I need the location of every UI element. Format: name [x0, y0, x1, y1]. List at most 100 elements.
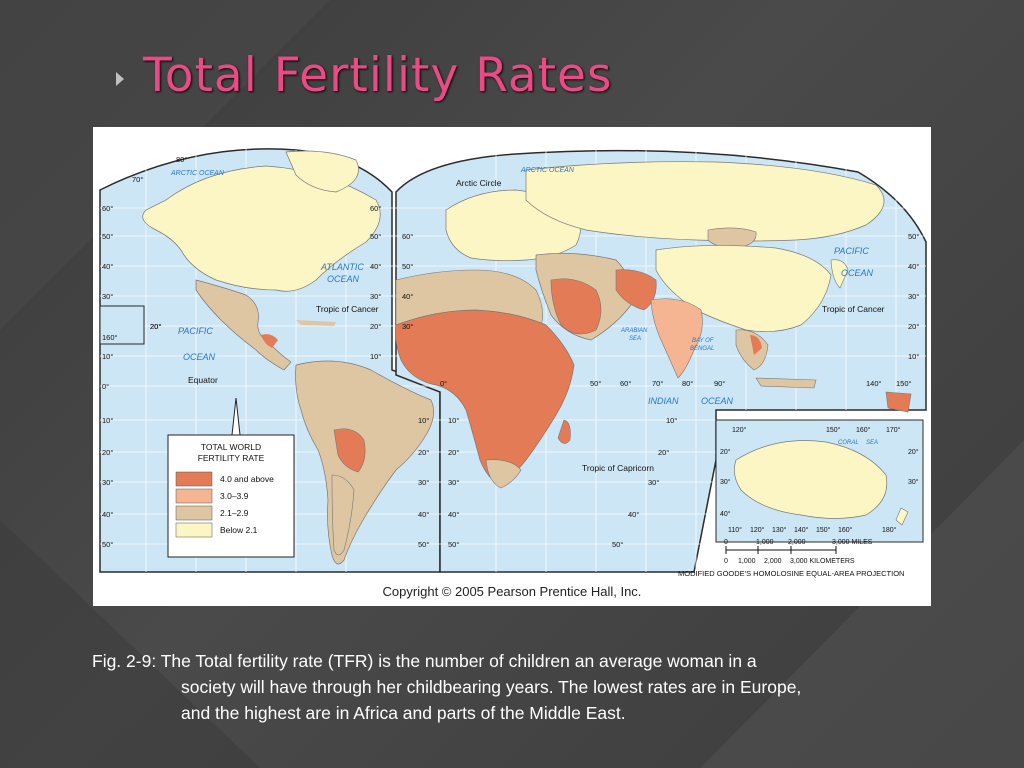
equator-longitude-labels: 0° 50° 60° 70° 80° 90° 140° 150°: [440, 379, 912, 388]
bolivia-paraguay: [333, 428, 366, 473]
russia-north-asia: [525, 161, 885, 242]
south-mid-label-0: 10°: [448, 416, 459, 425]
scale-miles-label-3: 3,000 MILES: [832, 539, 873, 546]
lat-midw-label-2: 40°: [370, 262, 381, 271]
pacific-west-label-2: OCEAN: [183, 352, 216, 362]
oceania-top-lon-3: 170°: [886, 426, 901, 434]
papua-new-guinea: [885, 391, 912, 413]
oceania-right-lat-labels: 20° 30°: [908, 448, 919, 486]
oceania-left-lat-2: 40°: [720, 510, 731, 518]
south-w-label-0: 10°: [418, 416, 429, 425]
south-w-label-1: 20°: [418, 448, 429, 457]
lat-right-label-3: 20°: [908, 322, 919, 331]
arctic-circle-label: Arctic Circle: [456, 178, 502, 188]
lat-right-label-4: 10°: [908, 352, 919, 361]
lat-left-label-3: 30°: [102, 292, 113, 301]
mongolia: [707, 227, 757, 249]
legend-swatch-0: [175, 471, 213, 487]
legend-swatch-2: [175, 505, 213, 521]
equator-lon-label-5: 90°: [714, 379, 725, 388]
equator-lon-label-2: 60°: [620, 379, 631, 388]
lat-left-label-8: 20°: [102, 448, 113, 457]
lat-left-label-0: 60°: [102, 204, 113, 213]
oceania-bottom-lon-5: 160°: [838, 526, 853, 534]
world-map: ARCTIC OCEAN ARCTIC OCEAN ATLANTIC OCEAN…: [96, 130, 928, 580]
equator-label: Equator: [188, 375, 218, 385]
equator-lon-label-1: 50°: [590, 379, 601, 388]
tropic-cancer-east-label: Tropic of Cancer: [822, 304, 885, 314]
equator-lon-label-4: 80°: [682, 379, 693, 388]
south-w-label-4: 50°: [418, 540, 429, 549]
lat-midw-label-4: 20°: [370, 322, 381, 331]
southeast-asia: [735, 329, 769, 371]
coral-sea-label-2: SEA: [866, 440, 878, 446]
oceania-bottom-lon-0: 110°: [728, 526, 742, 534]
south-indian-label-2: 30°: [648, 478, 659, 487]
north-america: [142, 165, 381, 292]
caption-line-3: and the highest are in Africa and parts …: [181, 703, 626, 723]
south-lat-labels-west: 10° 20° 30° 40° 50°: [418, 416, 429, 549]
scale-bar: 0 1,000 2,000 3,000 MILES 0 1,000 2,000 3,000 …: [724, 539, 873, 565]
tropic-capricorn-label: Tropic of Capricorn: [582, 463, 654, 473]
figure-frame: ARCTIC OCEAN ARCTIC OCEAN ATLANTIC OCEAN…: [93, 127, 931, 606]
japan: [830, 259, 849, 289]
oceania-bottom-lon-labels: 110° 120° 130° 140° 150° 160° 180°: [728, 526, 897, 534]
south-lat-labels-mid: 10° 20° 30° 40° 50°: [448, 416, 459, 549]
oceania-bottom-lon-1: 120°: [750, 526, 765, 534]
new-zealand: [895, 507, 909, 526]
south-mid-label-3: 40°: [448, 510, 459, 519]
lat-mide-label-3: 30°: [402, 322, 413, 331]
bay-of-bengal-label-1: BAY OF: [692, 338, 714, 344]
oceania-left-lat-1: 30°: [720, 478, 731, 486]
lat-left-label-1: 50°: [102, 232, 113, 241]
copyright-text: Copyright © 2005 Pearson Prentice Hall, …: [382, 584, 642, 599]
scale-miles-label-0: 0: [724, 539, 728, 546]
arabian-sea-label-2: SEA: [629, 336, 641, 342]
caption-line-1: Fig. 2-9: The Total fertility rate (TFR)…: [92, 651, 757, 671]
argentina-chile: [331, 474, 355, 556]
oceania-top-lon-labels: 120° 150° 160° 170°: [732, 426, 901, 434]
lat-70-label: 70°: [132, 175, 143, 184]
south-mid-label-2: 30°: [448, 478, 459, 487]
equator-lon-label-0: 0°: [440, 379, 447, 388]
lat-mide-label-2: 40°: [402, 292, 413, 301]
lon-160-label: 160°: [102, 333, 118, 342]
scale-miles-label-2: 2,000: [788, 539, 806, 546]
lat-mide-label-1: 50°: [402, 262, 413, 271]
laos-cambodia: [750, 335, 762, 355]
arctic-ocean-west-label: ARCTIC OCEAN: [170, 170, 225, 177]
legend-swatch-1: [175, 488, 213, 504]
equator-lon-label-3: 70°: [652, 379, 663, 388]
legend-swatch-3: [175, 522, 213, 538]
south-w-label-2: 30°: [418, 478, 429, 487]
title-bullet-icon: [116, 72, 124, 86]
lat-midw-label-5: 10°: [370, 352, 381, 361]
south-africa: [485, 459, 522, 489]
equator-lon-label-7: 150°: [896, 379, 912, 388]
slide-title: Total Fertility Rates: [143, 48, 613, 103]
lat-labels-left: 60° 50° 40° 30° 20° 10° 0° 10° 20° 30° 40° 50°: [102, 204, 161, 549]
oceania-bottom-lon-3: 140°: [794, 526, 809, 534]
lat-right-label-1: 40°: [908, 262, 919, 271]
south-indian-label-3: 40°: [628, 510, 639, 519]
caribbean-islands: [296, 320, 336, 326]
australia: [734, 440, 888, 519]
oceania-left-lat-0: 20°: [720, 448, 731, 456]
greenland: [285, 150, 359, 193]
lat-midw-label-3: 30°: [370, 292, 381, 301]
south-indian-label-1: 20°: [658, 448, 669, 457]
oceania-top-lon-1: 150°: [826, 426, 841, 434]
lat-left-label-7: 10°: [102, 416, 113, 425]
legend-label-1: 3.0–3.9: [220, 491, 249, 501]
lat-80-label: 80°: [176, 155, 187, 164]
oceania-bottom-lon-2: 130°: [772, 526, 787, 534]
lat-left-label-10: 40°: [102, 510, 113, 519]
south-w-label-3: 40°: [418, 510, 429, 519]
projection-label: MODIFIED GOODE'S HOMOLOSINE EQUAL-AREA P…: [678, 569, 904, 578]
oceania-right-lat-0: 20°: [908, 448, 919, 456]
world-map-svg: ARCTIC OCEAN ARCTIC OCEAN ATLANTIC OCEAN…: [99, 146, 927, 578]
lat-left-label-2: 40°: [102, 262, 113, 271]
legend-label-2: 2.1–2.9: [220, 508, 249, 518]
south-lat-labels-indian: 10° 20° 30° 40° 50°: [612, 416, 677, 549]
scale-km-label-1: 1,000: [738, 558, 756, 565]
